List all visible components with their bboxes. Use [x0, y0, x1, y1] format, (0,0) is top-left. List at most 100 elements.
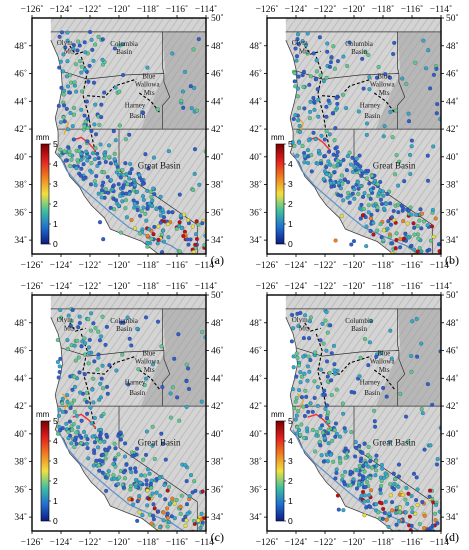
gps-station	[151, 232, 156, 237]
gps-station	[169, 514, 174, 519]
gps-station	[371, 232, 376, 237]
gps-station	[165, 524, 170, 529]
lat-label-right: 46˚	[211, 346, 224, 357]
gps-station	[184, 518, 189, 523]
lat-label-right: 46˚	[446, 346, 459, 357]
lon-label-bottom: −116˚	[166, 537, 188, 548]
lat-label-left: 34˚	[14, 235, 27, 246]
gps-station	[383, 499, 388, 504]
gps-station	[67, 72, 72, 77]
gps-station	[387, 439, 392, 444]
gps-station	[158, 194, 163, 199]
gps-station	[414, 475, 419, 480]
gps-station	[129, 450, 134, 455]
gps-station	[301, 336, 306, 341]
gps-station	[231, 243, 235, 247]
gps-station	[292, 406, 297, 411]
gps-station	[450, 224, 454, 228]
gps-station	[149, 195, 154, 200]
gps-station	[333, 238, 338, 243]
gps-station	[386, 524, 391, 529]
gps-station	[186, 366, 191, 371]
gps-station	[99, 414, 104, 419]
gps-station	[298, 380, 303, 385]
gps-station	[202, 243, 206, 248]
gps-station	[65, 338, 70, 343]
gps-station	[394, 238, 399, 243]
gps-station	[61, 69, 66, 74]
gps-station	[138, 213, 143, 218]
gps-station	[395, 202, 400, 207]
gps-station	[135, 189, 140, 194]
gps-station	[62, 119, 67, 124]
gps-station	[307, 369, 312, 374]
gps-station	[82, 352, 87, 357]
gps-station	[65, 30, 70, 35]
gps-station	[301, 354, 306, 359]
gps-station	[324, 165, 329, 170]
gps-station	[291, 116, 296, 121]
gps-station	[347, 150, 352, 155]
gps-station	[356, 192, 361, 197]
lon-label-bottom: −118˚	[137, 537, 159, 548]
colorbar-tick-label: 5	[53, 139, 58, 149]
gps-station	[345, 63, 350, 68]
gps-station	[340, 401, 345, 406]
gps-station	[123, 137, 128, 142]
gps-station	[379, 479, 384, 484]
gps-station	[405, 221, 410, 226]
gps-station	[338, 186, 343, 191]
gps-station	[125, 315, 130, 320]
colorbar-tick-label: 4	[53, 159, 58, 169]
gps-station	[419, 211, 424, 216]
gps-station	[182, 212, 187, 217]
lon-label-bottom: −114˚	[195, 537, 217, 548]
gps-station	[420, 500, 425, 505]
gps-station	[388, 109, 393, 114]
gps-station	[165, 506, 170, 511]
gps-station	[317, 439, 322, 444]
gps-station	[367, 75, 372, 80]
gps-station	[365, 121, 370, 126]
place-label-olympic: Olym	[57, 316, 73, 324]
gps-station	[124, 191, 129, 196]
gps-station	[349, 430, 354, 435]
gps-station	[70, 124, 75, 129]
gps-station	[332, 138, 337, 143]
gps-station	[409, 138, 414, 143]
gps-station	[351, 477, 356, 482]
gps-station	[328, 323, 333, 328]
gps-station	[380, 189, 385, 194]
gps-station	[224, 242, 228, 246]
gps-station	[112, 476, 117, 481]
lat-label-right: 40˚	[211, 152, 224, 163]
gps-station	[309, 169, 314, 174]
gps-station	[407, 119, 412, 124]
gps-station	[89, 129, 94, 134]
gps-station	[403, 497, 408, 502]
gps-station	[124, 172, 129, 177]
lon-label-top: −116˚	[401, 281, 423, 292]
gps-station	[200, 489, 205, 494]
gps-station	[350, 155, 355, 160]
gps-station	[294, 396, 299, 401]
gps-station	[220, 500, 224, 504]
gps-station	[358, 184, 363, 189]
place-label-basin: Basin	[351, 48, 367, 56]
gps-station	[195, 108, 200, 113]
gps-station	[85, 154, 90, 159]
lon-label-bottom: −116˚	[166, 260, 188, 271]
lon-label-top: −118˚	[137, 4, 159, 15]
gps-station	[65, 38, 70, 43]
gps-station	[94, 174, 99, 179]
gps-station	[102, 153, 107, 158]
lon-label-top: −116˚	[401, 4, 423, 15]
gps-station	[342, 449, 347, 454]
gps-station	[362, 493, 367, 498]
gps-station	[129, 470, 134, 475]
gps-station	[102, 90, 107, 95]
gps-station	[312, 379, 317, 384]
gps-station	[388, 328, 393, 333]
gps-station	[95, 437, 100, 442]
gps-station	[72, 445, 77, 450]
